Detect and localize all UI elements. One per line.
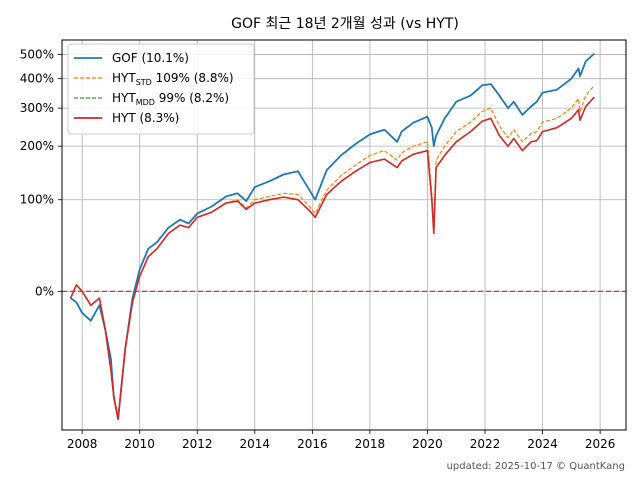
x-tick-label: 2018	[355, 437, 386, 451]
x-tick-label: 2014	[240, 437, 271, 451]
y-axis-ticks: 0% 100% 200% 300% 400% 500%	[20, 48, 62, 298]
legend-subscript: MDD	[136, 98, 155, 107]
x-tick-label: 2020	[412, 437, 443, 451]
legend-value: 99% (8.2%)	[155, 91, 229, 105]
legend-value: 109% (8.8%)	[152, 71, 234, 85]
legend-entry: HYTSTD 109% (8.8%)	[112, 71, 234, 87]
y-tick-label: 0%	[35, 284, 54, 298]
legend: GOF (10.1%)HYTSTD 109% (8.8%)HYTMDD 99% …	[67, 43, 255, 135]
legend-value: (10.1%)	[138, 51, 189, 65]
legend-entry: GOF (10.1%)	[112, 51, 189, 65]
x-tick-label: 2016	[297, 437, 328, 451]
series-lines	[69, 52, 595, 420]
legend-subscript: STD	[136, 78, 152, 87]
plot-frame	[61, 39, 627, 431]
legend-value: (8.3%)	[136, 111, 180, 125]
y-tick-label: 100%	[20, 193, 54, 207]
legend-box	[67, 43, 255, 135]
chart-title: GOF 최근 18년 2개월 성과 (vs HYT)	[231, 16, 459, 32]
x-tick-label: 2008	[67, 437, 98, 451]
legend-name: HYT	[112, 71, 136, 85]
series-line-1	[70, 85, 595, 420]
footer-credit: updated: 2025-10-17 © QuantKang	[447, 461, 625, 472]
y-tick-label: 400%	[20, 72, 54, 86]
x-tick-label: 2024	[527, 437, 558, 451]
legend-entry: HYTMDD 99% (8.2%)	[112, 91, 229, 107]
legend-name: GOF	[112, 51, 138, 65]
series-line-3	[69, 96, 595, 420]
legend-entry: HYT (8.3%)	[112, 111, 179, 125]
x-tick-label: 2012	[182, 437, 213, 451]
x-tick-label: 2010	[124, 437, 155, 451]
y-tick-label: 500%	[20, 48, 54, 62]
x-axis-ticks: 2008 2010 2012 2014 2016 2018 2020 2022 2024 2026	[67, 430, 616, 451]
x-tick-label: 2026	[585, 437, 616, 451]
x-tick-label: 2022	[470, 437, 501, 451]
series-line-2	[70, 96, 595, 420]
legend-name: HYT	[112, 91, 136, 105]
legend-name: HYT	[112, 111, 136, 125]
y-tick-label: 200%	[20, 139, 54, 153]
y-tick-label: 300%	[20, 101, 54, 115]
grid-lines	[62, 40, 626, 430]
